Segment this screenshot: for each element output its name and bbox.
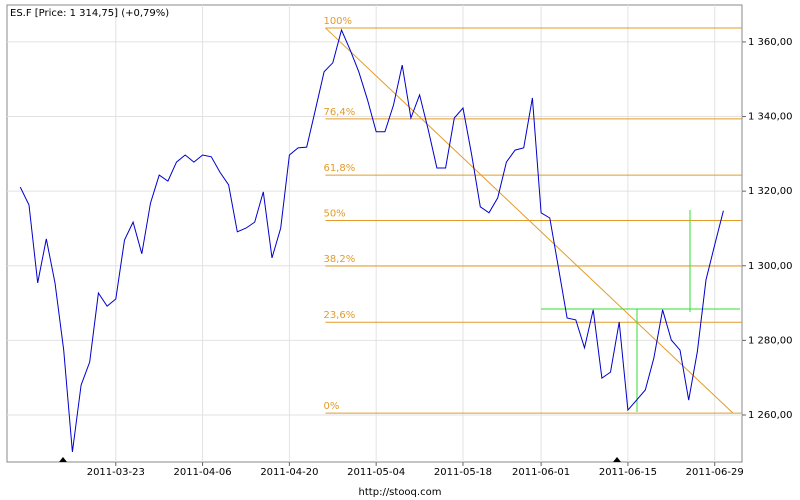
x-tick-label: 2011-06-01 [512,467,570,478]
x-tick-label: 2011-04-20 [260,467,318,478]
price-line [19,28,724,452]
grid [7,5,742,462]
x-tick-label: 2011-05-04 [347,467,405,478]
x-tick-label: 2011-04-06 [174,467,232,478]
fib-label: 0% [323,401,339,412]
y-tick-label: 1 360,00 [748,37,793,48]
y-tick-label: 1 320,00 [748,186,793,197]
y-tick-label: 1 300,00 [748,261,793,272]
fib-label: 100% [323,16,352,27]
chart-title: ES.F [Price: 1 314,75] (+0,79%) [10,8,169,19]
x-tick-label: 2011-06-15 [599,467,657,478]
marker [613,457,621,462]
x-tick-label: 2011-05-18 [434,467,492,478]
x-tick-label: 2011-06-29 [686,467,744,478]
fib-label: 76,4% [323,107,355,118]
x-tick-label: 2011-03-23 [87,467,145,478]
fib-label: 38,2% [323,254,355,265]
fib-label: 23,6% [323,310,355,321]
plot-frame [6,4,743,463]
annotation-lines [541,210,740,412]
fibonacci: 100% 76,4% 61,8% 50% 38,2% 23,6% 0% [323,16,742,414]
y-tick-label: 1 340,00 [748,112,793,123]
y-tick-label: 1 260,00 [748,410,793,421]
fib-label: 61,8% [323,163,355,174]
fib-label: 50% [323,209,345,220]
y-tick-label: 1 280,00 [748,335,793,346]
marker [59,457,67,462]
footer: http://stooq.com [359,487,442,498]
